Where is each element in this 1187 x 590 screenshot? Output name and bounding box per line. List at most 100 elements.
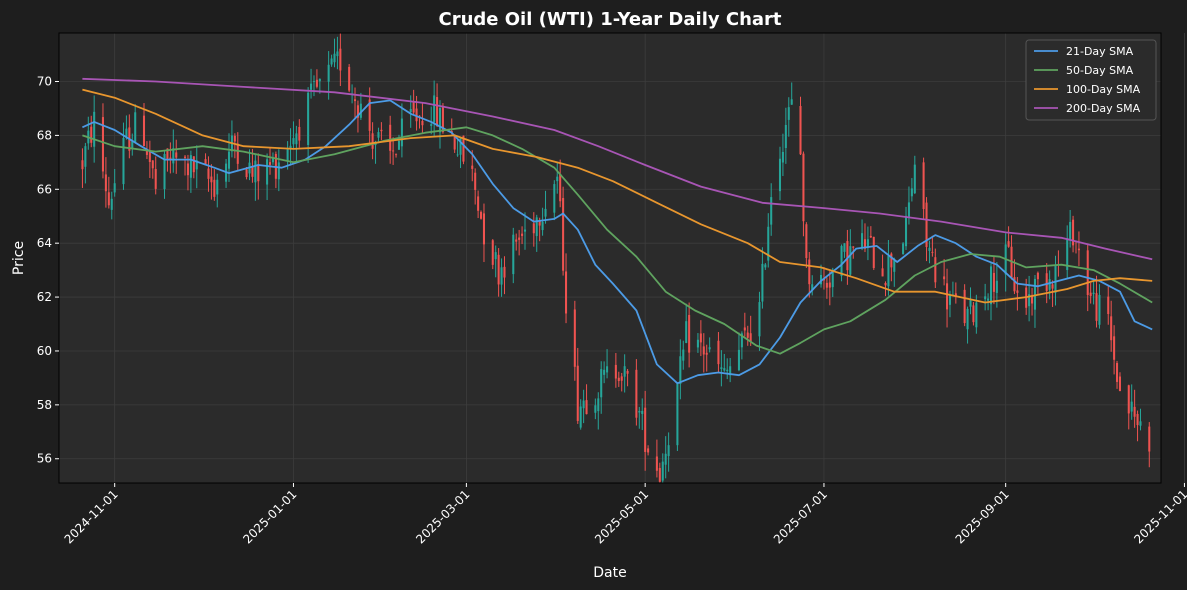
candle-body <box>825 282 828 288</box>
candle-body <box>843 243 846 252</box>
sma-line-1 <box>82 99 1153 385</box>
candle-body <box>330 58 333 65</box>
candle-body <box>1066 238 1069 271</box>
candle-body <box>186 163 189 176</box>
candle-body <box>1136 413 1139 426</box>
candle-body <box>831 269 834 288</box>
candle-body <box>110 198 113 210</box>
candle-body <box>1048 279 1051 290</box>
candle-body <box>664 453 667 465</box>
candle-body <box>271 157 274 163</box>
candle-body <box>353 99 357 102</box>
candle-body <box>603 369 606 375</box>
candle-body <box>254 160 257 183</box>
candle-body <box>667 445 670 457</box>
candle-body <box>233 135 236 142</box>
candle-body <box>922 162 925 210</box>
candle-body <box>175 152 178 158</box>
candle-body <box>1016 290 1019 293</box>
candle-body <box>658 467 661 482</box>
candle-body <box>339 48 342 71</box>
candle-body <box>227 151 231 169</box>
y-tick-label: 68 <box>37 128 52 142</box>
candle-body <box>1113 336 1116 360</box>
candle-body <box>380 129 383 132</box>
candle-body <box>884 282 887 286</box>
sma-line-4 <box>82 77 1153 261</box>
candle-body <box>245 169 248 178</box>
y-tick-label: 58 <box>37 398 52 412</box>
candle-body <box>474 172 477 190</box>
candle-body <box>746 332 749 338</box>
candle-body <box>1095 293 1098 321</box>
candle-body <box>151 160 154 169</box>
candle-body <box>371 133 374 149</box>
candle-body <box>1033 278 1036 310</box>
candle-body <box>579 406 582 428</box>
candle-body <box>963 289 966 324</box>
candle-body <box>377 132 380 138</box>
candle-body <box>195 160 198 170</box>
legend-label: 200-Day SMA <box>1066 102 1141 115</box>
candle-body <box>696 339 699 348</box>
candle-body <box>145 148 148 155</box>
candle-body <box>207 168 210 179</box>
candle-body <box>84 146 87 167</box>
candle-body <box>688 314 691 353</box>
candle-body <box>518 237 521 240</box>
candle-body <box>503 266 506 278</box>
candle-body <box>523 229 527 232</box>
candle-body <box>409 108 412 113</box>
candle-body <box>81 160 84 170</box>
legend-box <box>1025 39 1157 121</box>
candle-body <box>163 153 166 190</box>
candle-body <box>676 383 679 446</box>
candle-body <box>600 369 603 398</box>
candle-body <box>1013 277 1016 292</box>
candle-body <box>494 252 497 260</box>
candle-body <box>784 124 787 149</box>
candle-body <box>392 150 395 152</box>
candle-body <box>585 400 588 415</box>
candle-body <box>1045 273 1048 291</box>
candle-body <box>910 188 913 197</box>
candle-body <box>1072 219 1075 246</box>
candle-body <box>685 321 688 343</box>
candle-body <box>1069 221 1072 240</box>
candle-body <box>1098 294 1101 325</box>
candle-body <box>811 284 814 291</box>
y-tick-label: 62 <box>37 290 52 304</box>
candle-body <box>535 217 538 237</box>
candle-body <box>799 106 802 155</box>
candle-body <box>740 333 743 348</box>
candle-body <box>573 309 576 367</box>
y-tick-label: 70 <box>37 75 52 89</box>
candle-body <box>184 156 187 158</box>
candle-body <box>104 174 107 192</box>
candle-body <box>565 271 568 314</box>
candle-body <box>887 256 890 287</box>
candle-body <box>307 92 310 145</box>
candle-body <box>925 202 928 247</box>
sma-line-3 <box>82 88 1153 304</box>
candle-body <box>559 173 562 202</box>
candle-body <box>661 461 664 481</box>
candle-body <box>597 398 600 412</box>
candle-body <box>1077 248 1080 251</box>
candle-body <box>418 115 421 117</box>
candle-body <box>948 295 952 305</box>
candle-body <box>995 280 998 293</box>
candle-body <box>236 143 239 164</box>
candle-body <box>433 95 436 123</box>
legend-label: 100-Day SMA <box>1066 83 1141 96</box>
candle-body <box>641 410 644 414</box>
candle-body <box>647 448 650 453</box>
candle-body <box>761 263 764 302</box>
candle-body <box>268 162 272 165</box>
candle-body <box>946 283 949 310</box>
candle-body <box>984 296 987 300</box>
candle-body <box>441 105 444 133</box>
candle-body <box>359 103 362 118</box>
candle-body <box>1139 421 1142 426</box>
